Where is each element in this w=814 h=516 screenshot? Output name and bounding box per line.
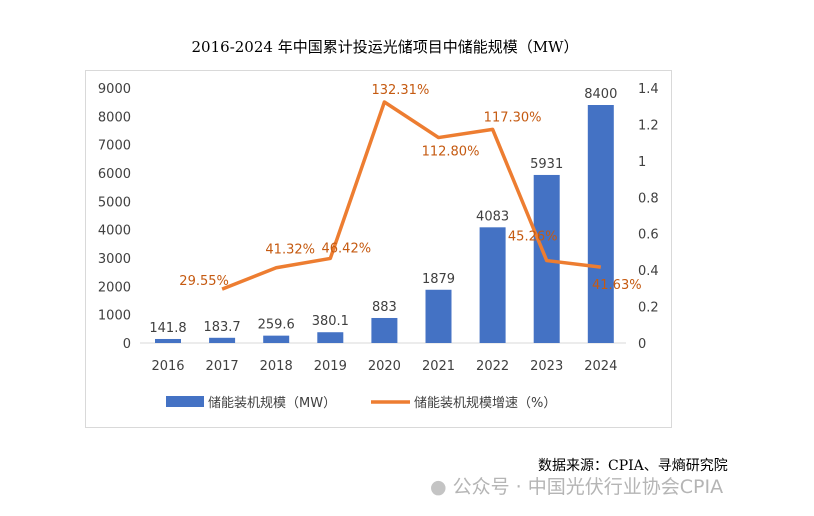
bar: [263, 335, 290, 343]
bar: [371, 317, 398, 343]
legend-bar-swatch: [166, 396, 204, 407]
wechat-icon: ●: [430, 476, 447, 498]
line-data-label: 29.55%: [179, 274, 229, 289]
x-tick-label: 2019: [314, 359, 347, 374]
bar: [155, 338, 181, 343]
y-left-tick-label: 7000: [98, 139, 131, 154]
bar-data-label: 8400: [584, 87, 617, 102]
y-left-tick-label: 1000: [98, 309, 131, 324]
x-tick-label: 2024: [584, 359, 617, 374]
y-left-tick-label: 6000: [98, 167, 131, 182]
y-left-tick-label: 5000: [98, 195, 131, 210]
watermark-text: 公众号 · 中国光伏行业协会CPIA: [452, 476, 724, 498]
x-tick-label: 2018: [260, 359, 293, 374]
y-left-tick-label: 9000: [98, 82, 131, 97]
y-left-tick-label: 0: [123, 337, 131, 352]
y-right-tick-label: 1.4: [638, 82, 659, 97]
source-note: 数据来源：CPIA、寻熵研究院: [538, 458, 728, 474]
bar: [587, 105, 614, 343]
y-left-tick-label: 2000: [98, 280, 131, 295]
line-data-label: 46.42%: [322, 241, 372, 256]
bar: [317, 332, 344, 343]
y-right-tick-label: 1: [638, 155, 646, 170]
line-data-label: 117.30%: [484, 110, 542, 125]
y-right-tick-label: 0: [638, 337, 646, 352]
watermark: ● 公众号 · 中国光伏行业协会CPIA: [430, 472, 723, 499]
bar: [425, 289, 452, 343]
x-tick-label: 2016: [151, 359, 184, 374]
bar: [209, 337, 236, 343]
x-tick-label: 2020: [368, 359, 401, 374]
x-tick-label: 2022: [476, 359, 509, 374]
bar: [479, 227, 506, 343]
bar-data-label: 4083: [476, 209, 509, 224]
y-left-tick-label: 8000: [98, 110, 131, 125]
x-tick-label: 2023: [530, 359, 563, 374]
bar-data-label: 183.7: [203, 320, 240, 335]
chart-frame: [85, 70, 672, 428]
bar-data-label: 883: [372, 300, 397, 315]
y-left-tick-label: 4000: [98, 224, 131, 239]
x-tick-label: 2021: [422, 359, 455, 374]
line-data-label: 112.80%: [422, 145, 480, 160]
bar-data-label: 5931: [530, 157, 563, 172]
bar-data-label: 141.8: [149, 321, 186, 336]
legend-line-label: 储能装机规模增速（%）: [414, 396, 556, 411]
y-right-tick-label: 0.2: [638, 301, 659, 316]
line-data-label: 45.26%: [508, 230, 558, 245]
y-right-tick-label: 0.6: [638, 228, 659, 243]
x-tick-label: 2017: [206, 359, 239, 374]
chart-title: 2016-2024 年中国累计投运光储项目中储能规模（MW）: [191, 38, 579, 56]
y-left-tick-label: 3000: [98, 252, 131, 267]
y-right-tick-label: 1.2: [638, 118, 659, 133]
growth-line: [221, 100, 602, 291]
bar-data-label: 259.6: [258, 318, 295, 333]
line-data-label: 132.31%: [371, 83, 429, 98]
line-data-label: 41.63%: [592, 278, 642, 293]
y-right-tick-label: 0.8: [638, 191, 659, 206]
legend-bar-label: 储能装机规模（MW）: [208, 396, 336, 411]
y-right-tick-label: 0.4: [638, 264, 659, 279]
bar-data-label: 1879: [422, 272, 455, 287]
line-data-label: 41.32%: [265, 243, 315, 258]
bar-data-label: 380.1: [312, 314, 349, 329]
